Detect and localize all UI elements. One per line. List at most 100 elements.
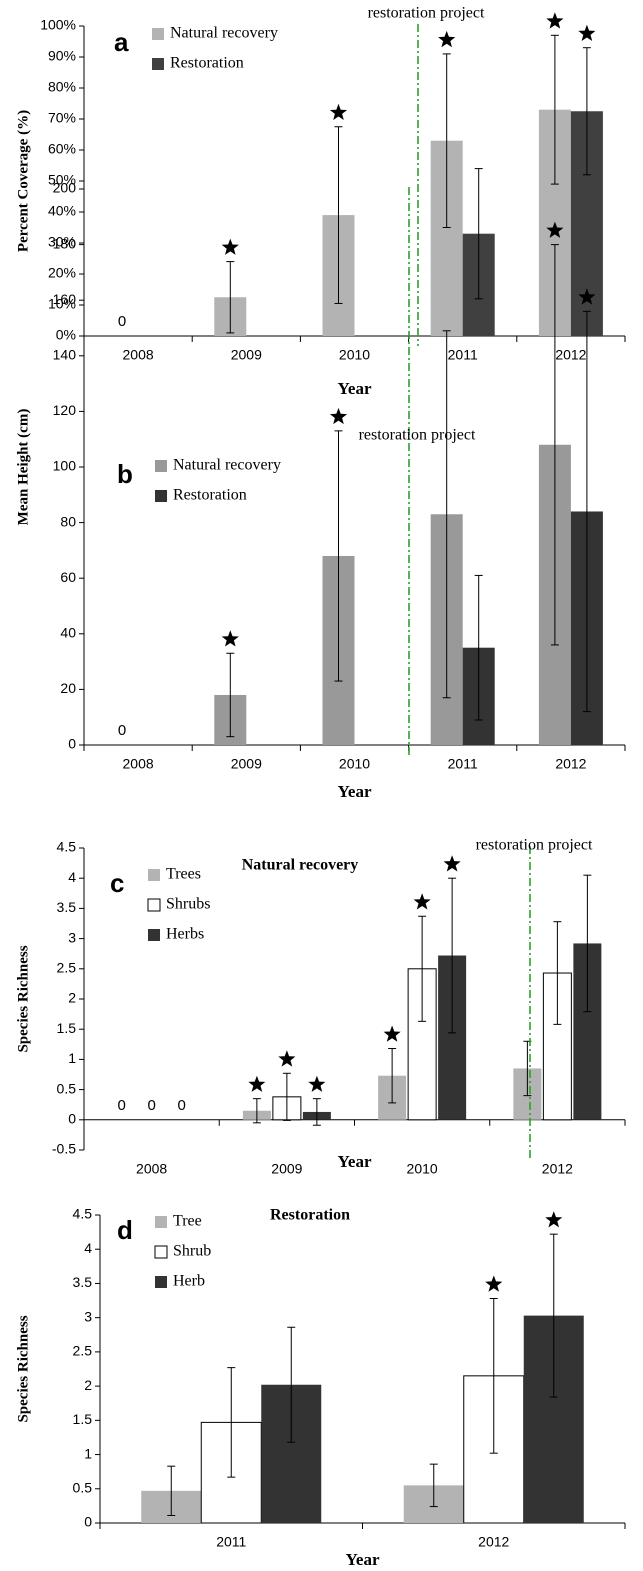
significance-star bbox=[545, 1211, 563, 1228]
legend-label: Natural recovery bbox=[170, 25, 278, 42]
x-tick-label: 2012 bbox=[478, 1534, 509, 1550]
x-tick-label: 2011 bbox=[448, 347, 478, 363]
x-tick-label: 2012 bbox=[542, 1161, 573, 1177]
significance-star bbox=[485, 1275, 503, 1292]
zero-label: 0 bbox=[117, 1097, 125, 1114]
y-tick-label: 0% bbox=[56, 327, 76, 343]
significance-star bbox=[578, 288, 596, 305]
x-tick-label: 2010 bbox=[339, 347, 370, 363]
zero-label: 0 bbox=[118, 722, 126, 739]
y-tick-label: 0.5 bbox=[73, 1479, 93, 1495]
legend-label: Tree bbox=[173, 1213, 202, 1230]
significance-star bbox=[443, 855, 461, 872]
y-axis-title: Species Richness bbox=[15, 945, 31, 1052]
panel-letter: c bbox=[110, 868, 124, 898]
significance-star bbox=[438, 30, 456, 48]
legend-swatch bbox=[155, 1216, 167, 1228]
y-tick-label: 70% bbox=[48, 110, 76, 126]
x-tick-label: 2010 bbox=[339, 756, 370, 772]
legend-swatch bbox=[152, 58, 164, 70]
x-tick-label: 2009 bbox=[231, 347, 262, 363]
panel-title: Natural recovery bbox=[242, 857, 359, 874]
zero-label: 0 bbox=[177, 1097, 185, 1114]
y-tick-label: 20 bbox=[60, 680, 76, 696]
y-tick-label: 100 bbox=[53, 458, 77, 474]
y-tick-label: 1 bbox=[68, 1050, 76, 1066]
y-tick-label: 3 bbox=[84, 1308, 92, 1324]
x-tick-label: 2008 bbox=[123, 347, 154, 363]
y-tick-label: 80% bbox=[48, 79, 76, 95]
x-tick-label: 2011 bbox=[216, 1534, 246, 1550]
y-tick-label: 3.5 bbox=[73, 1274, 93, 1290]
x-axis-title: Year bbox=[346, 1550, 380, 1569]
significance-star bbox=[221, 630, 239, 647]
significance-star bbox=[308, 1075, 326, 1092]
significance-star bbox=[329, 103, 348, 120]
x-tick-label: 2012 bbox=[555, 756, 586, 772]
y-tick-label: 0 bbox=[68, 736, 76, 752]
significance-star bbox=[413, 893, 431, 910]
y-tick-label: 4 bbox=[84, 1240, 92, 1256]
legend-label: Shrub bbox=[173, 1243, 211, 1260]
legend-swatch bbox=[155, 490, 167, 502]
panel-letter: a bbox=[114, 27, 129, 57]
x-tick-label: 2011 bbox=[448, 756, 478, 772]
y-tick-label: 40 bbox=[60, 625, 76, 641]
significance-star bbox=[278, 1050, 296, 1067]
y-axis-title: Species Richness bbox=[15, 1315, 31, 1422]
x-axis-title: Year bbox=[338, 782, 372, 801]
annotation: restoration project bbox=[368, 5, 485, 22]
y-tick-label: 30% bbox=[48, 234, 76, 250]
y-tick-label: 50% bbox=[48, 172, 76, 188]
x-tick-label: 2008 bbox=[136, 1161, 167, 1177]
y-tick-label: 140 bbox=[53, 347, 77, 363]
y-tick-label: 0.5 bbox=[57, 1080, 77, 1096]
significance-star bbox=[383, 1025, 401, 1042]
legend-label: Trees bbox=[166, 866, 201, 883]
x-axis-title: Year bbox=[338, 1152, 372, 1171]
y-tick-label: 2.5 bbox=[73, 1343, 93, 1359]
legend-swatch bbox=[155, 460, 167, 472]
y-tick-label: 2 bbox=[84, 1377, 92, 1393]
y-tick-label: 2 bbox=[68, 990, 76, 1006]
y-axis-title: Mean Height (cm) bbox=[15, 409, 31, 526]
x-tick-label: 2009 bbox=[271, 1161, 302, 1177]
y-tick-label: 100% bbox=[40, 17, 76, 33]
y-tick-label: 1.5 bbox=[73, 1411, 93, 1427]
y-tick-label: 120 bbox=[53, 402, 77, 418]
significance-star bbox=[329, 407, 348, 425]
y-tick-label: 20% bbox=[48, 265, 76, 281]
y-tick-label: 60 bbox=[60, 569, 76, 585]
y-tick-label: 0 bbox=[68, 1111, 76, 1127]
y-tick-label: 60% bbox=[48, 141, 76, 157]
y-tick-label: 3 bbox=[68, 929, 76, 945]
y-tick-label: 2.5 bbox=[57, 960, 77, 976]
y-tick-label: 3.5 bbox=[57, 899, 77, 915]
x-tick-label: 2010 bbox=[407, 1161, 438, 1177]
legend-swatch bbox=[155, 1276, 167, 1288]
y-tick-label: 80 bbox=[60, 513, 76, 529]
y-tick-label: 1 bbox=[84, 1445, 92, 1461]
y-tick-label: 4 bbox=[68, 869, 76, 885]
y-tick-label: -0.5 bbox=[52, 1141, 76, 1157]
significance-star bbox=[546, 12, 564, 29]
legend-label: Herb bbox=[173, 1273, 205, 1290]
x-tick-label: 2009 bbox=[231, 756, 262, 772]
y-axis-title: Percent Coverage (%) bbox=[15, 110, 31, 252]
y-tick-label: 4.5 bbox=[57, 839, 77, 855]
panel-title: Restoration bbox=[270, 1207, 350, 1224]
y-tick-label: 1.5 bbox=[57, 1020, 77, 1036]
x-axis-title: Year bbox=[338, 379, 372, 398]
y-tick-label: 180 bbox=[53, 235, 77, 251]
legend-swatch bbox=[147, 898, 161, 912]
legend-swatch bbox=[154, 1245, 168, 1259]
panel-letter: b bbox=[117, 459, 133, 489]
legend-label: Shrubs bbox=[166, 896, 210, 913]
zero-label: 0 bbox=[147, 1097, 155, 1114]
legend-label: Herbs bbox=[166, 926, 204, 943]
annotation: restoration project bbox=[476, 837, 593, 854]
y-tick-label: 4.5 bbox=[73, 1206, 93, 1222]
legend-swatch bbox=[148, 929, 160, 941]
panel-letter: d bbox=[117, 1215, 133, 1245]
